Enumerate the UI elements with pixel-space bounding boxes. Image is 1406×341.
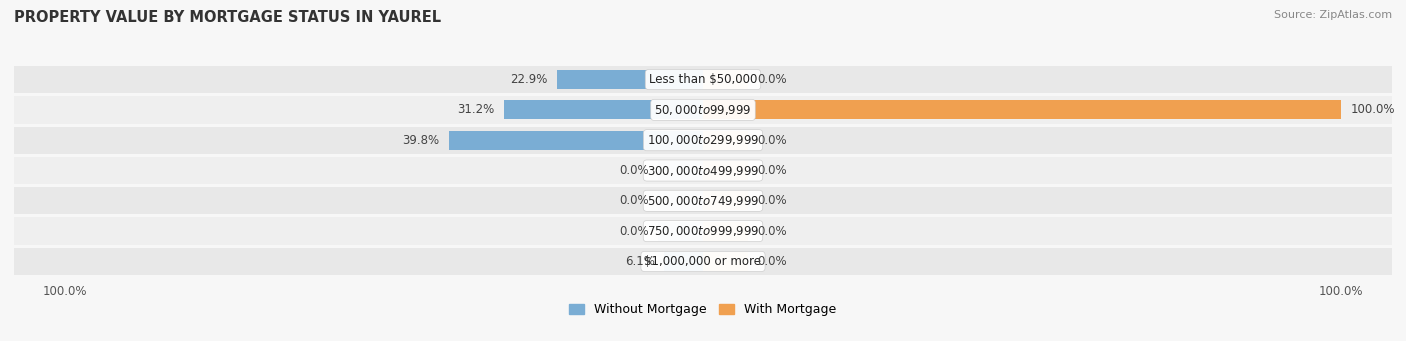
Text: 0.0%: 0.0% xyxy=(619,194,648,207)
Text: $500,000 to $749,999: $500,000 to $749,999 xyxy=(647,194,759,208)
Text: Less than $50,000: Less than $50,000 xyxy=(648,73,758,86)
Text: $1,000,000 or more: $1,000,000 or more xyxy=(644,255,762,268)
Text: 6.1%: 6.1% xyxy=(624,255,655,268)
Bar xyxy=(557,70,703,89)
Bar xyxy=(14,248,1392,275)
Bar xyxy=(14,218,1392,245)
Text: 0.0%: 0.0% xyxy=(758,73,787,86)
Bar xyxy=(14,96,1392,123)
Bar xyxy=(14,187,1392,214)
Text: $750,000 to $999,999: $750,000 to $999,999 xyxy=(647,224,759,238)
Text: 0.0%: 0.0% xyxy=(758,225,787,238)
Text: $50,000 to $99,999: $50,000 to $99,999 xyxy=(654,103,752,117)
Text: 0.0%: 0.0% xyxy=(758,255,787,268)
Text: $100,000 to $299,999: $100,000 to $299,999 xyxy=(647,133,759,147)
Text: PROPERTY VALUE BY MORTGAGE STATUS IN YAUREL: PROPERTY VALUE BY MORTGAGE STATUS IN YAU… xyxy=(14,10,441,25)
Text: 39.8%: 39.8% xyxy=(402,134,440,147)
Bar xyxy=(449,131,703,150)
Text: 22.9%: 22.9% xyxy=(510,73,547,86)
Bar xyxy=(703,101,1341,119)
Legend: Without Mortgage, With Mortgage: Without Mortgage, With Mortgage xyxy=(564,298,842,321)
Bar xyxy=(658,161,703,180)
Bar xyxy=(703,161,748,180)
Text: 0.0%: 0.0% xyxy=(758,134,787,147)
Bar xyxy=(658,222,703,240)
Bar xyxy=(703,131,748,150)
Bar xyxy=(703,252,748,271)
Bar xyxy=(503,101,703,119)
Bar xyxy=(14,127,1392,154)
Text: 0.0%: 0.0% xyxy=(619,164,648,177)
Bar xyxy=(658,191,703,210)
Text: $300,000 to $499,999: $300,000 to $499,999 xyxy=(647,163,759,178)
Bar xyxy=(703,191,748,210)
Bar xyxy=(664,252,703,271)
Bar xyxy=(703,222,748,240)
Text: 0.0%: 0.0% xyxy=(619,225,648,238)
Text: Source: ZipAtlas.com: Source: ZipAtlas.com xyxy=(1274,10,1392,20)
Text: 0.0%: 0.0% xyxy=(758,194,787,207)
Bar xyxy=(14,66,1392,93)
Text: 0.0%: 0.0% xyxy=(758,164,787,177)
Bar xyxy=(14,157,1392,184)
Text: 100.0%: 100.0% xyxy=(1351,103,1395,116)
Bar xyxy=(703,70,748,89)
Text: 31.2%: 31.2% xyxy=(457,103,495,116)
